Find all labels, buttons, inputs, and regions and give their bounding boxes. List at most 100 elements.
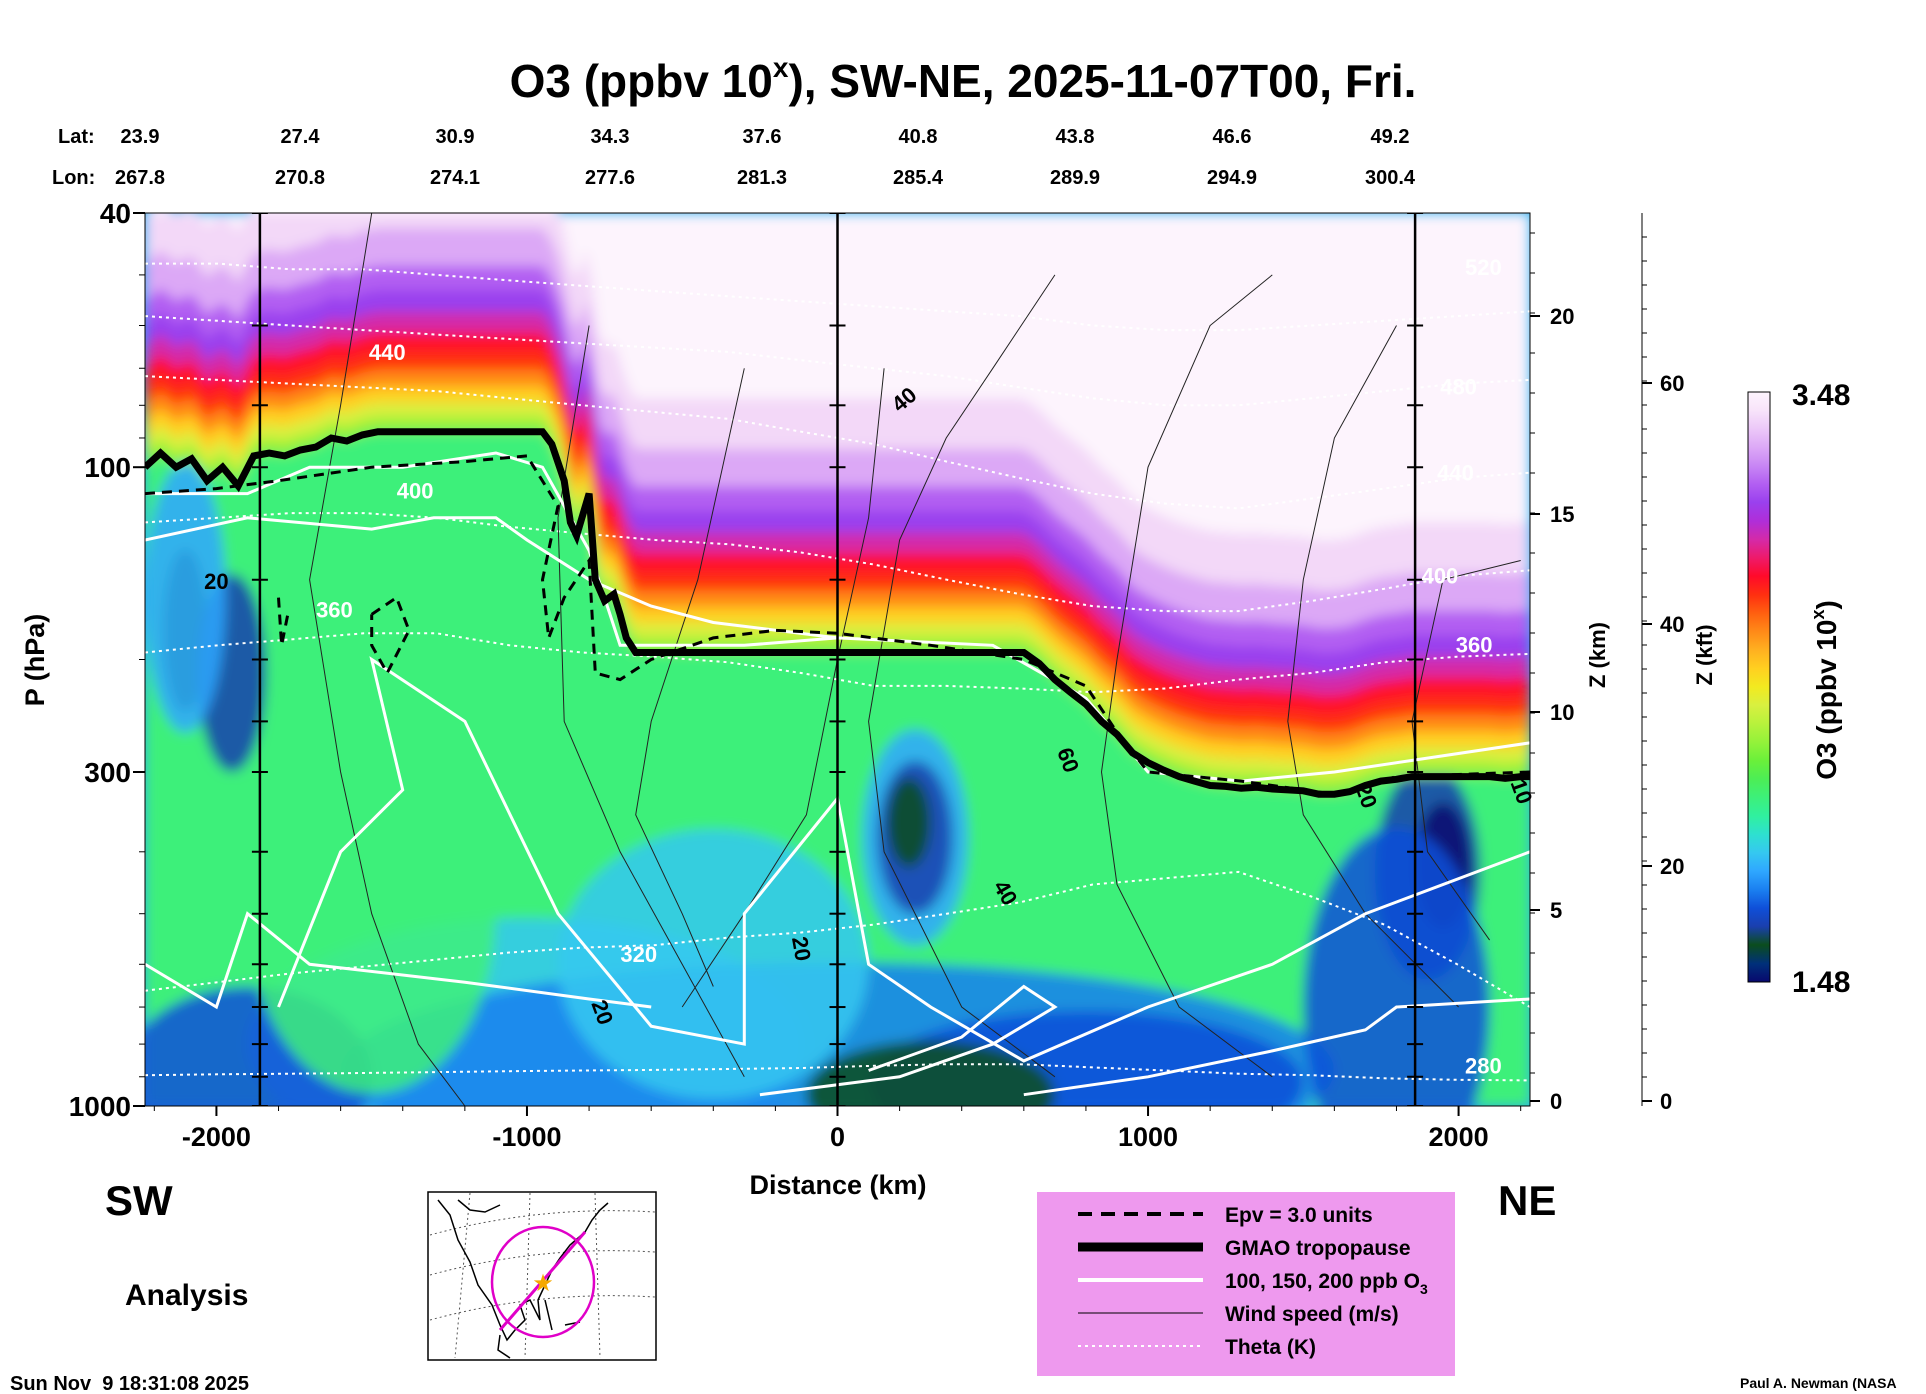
lon-value: 270.8 bbox=[275, 167, 325, 189]
pressure-axis: 40 100 300 1000 bbox=[69, 198, 145, 1122]
plot-area bbox=[145, 213, 1530, 1106]
p-tick-label: 1000 bbox=[69, 1091, 131, 1122]
theta-line bbox=[145, 632, 1530, 694]
x-axis-label: Distance (km) bbox=[749, 1170, 926, 1200]
wind-line bbox=[635, 368, 745, 987]
lat-value: 37.6 bbox=[743, 126, 782, 148]
sw-label: SW bbox=[105, 1177, 173, 1224]
ozone-ppb-line bbox=[145, 516, 838, 640]
distance-axis: -2000 -1000 0 1000 2000 bbox=[153, 1106, 1522, 1152]
ozone-ppb-line bbox=[759, 984, 1058, 1097]
z-kft-tick-label: 20 bbox=[1660, 854, 1684, 879]
lat-value: 23.9 bbox=[121, 126, 160, 148]
wind-line bbox=[868, 274, 1056, 1078]
lat-row-label: Lat: bbox=[58, 126, 95, 148]
p-tick-label: 100 bbox=[84, 452, 131, 483]
lat-value: 27.4 bbox=[281, 126, 321, 148]
z-kft-tick-label: 0 bbox=[1660, 1089, 1672, 1114]
y-axis-label: P (hPa) bbox=[20, 614, 50, 707]
lon-value: 289.9 bbox=[1050, 167, 1100, 189]
z-km-tick-label: 20 bbox=[1550, 304, 1574, 329]
ozone-blob bbox=[806, 1040, 1055, 1106]
legend-label: Theta (K) bbox=[1225, 1336, 1316, 1359]
epv-line bbox=[145, 454, 1530, 796]
analysis-label: Analysis bbox=[125, 1279, 248, 1312]
ozone-ppb-contours bbox=[145, 451, 1530, 1097]
lon-value: 267.8 bbox=[115, 167, 165, 189]
z-kft-axis: 60 40 20 0 bbox=[1641, 213, 1684, 1114]
epv-line bbox=[370, 595, 411, 677]
z-km-tick-label: 5 bbox=[1550, 898, 1562, 923]
ozone-blob bbox=[887, 777, 931, 868]
x-tick-label: -2000 bbox=[182, 1122, 251, 1152]
inset-map-star-icon: ★ bbox=[532, 1270, 554, 1297]
lon-value: 294.9 bbox=[1207, 167, 1257, 189]
legend-label: 100, 150, 200 ppb O3 bbox=[1225, 1270, 1428, 1297]
z-km-tick-label: 10 bbox=[1550, 700, 1574, 725]
lon-value: 285.4 bbox=[893, 167, 944, 189]
lat-value: 34.3 bbox=[591, 126, 630, 148]
inset-map-coastline bbox=[437, 1199, 609, 1359]
z-kft-tick-label: 60 bbox=[1660, 371, 1684, 396]
colorbar-title: O3 (ppbv 10x) bbox=[1808, 600, 1842, 780]
lon-row-label: Lon: bbox=[52, 167, 95, 189]
lat-lon-ticks: 23.9 27.4 30.9 34.3 37.6 40.8 43.8 46.6 49.2 267.… bbox=[115, 126, 1416, 189]
ozone-blob bbox=[558, 829, 869, 1100]
lat-value: 40.8 bbox=[899, 126, 938, 148]
legend-label-subscript: 3 bbox=[1420, 1281, 1428, 1297]
ozone-blob bbox=[1303, 827, 1490, 1106]
ozone-ppb-line bbox=[145, 451, 1530, 783]
x-tick-label: 1000 bbox=[1118, 1122, 1178, 1152]
theta-label: 440 bbox=[369, 340, 406, 365]
lat-value: 46.6 bbox=[1213, 126, 1252, 148]
z-km-tick-label: 15 bbox=[1550, 502, 1574, 527]
theta-label: 280 bbox=[1465, 1054, 1502, 1079]
z-km-axis: 20 15 10 5 0 bbox=[1529, 213, 1574, 1114]
lon-value: 277.6 bbox=[585, 167, 635, 189]
section-vertical-lines bbox=[251, 213, 1424, 1106]
colorbar-min-label: 1.48 bbox=[1792, 966, 1850, 999]
theta-label: 320 bbox=[620, 942, 657, 967]
colorbar: 3.48 1.48 O3 (ppbv 10x) bbox=[1747, 379, 1850, 999]
ne-label: NE bbox=[1498, 1177, 1556, 1224]
legend-label: GMAO tropopause bbox=[1225, 1237, 1411, 1260]
theta-label: 400 bbox=[397, 479, 434, 504]
p-tick-label: 40 bbox=[100, 198, 131, 229]
inset-map-range-circle bbox=[490, 1225, 596, 1339]
epv-contours bbox=[145, 454, 1530, 796]
colorbar-bar bbox=[1747, 391, 1771, 983]
wind-line bbox=[1100, 274, 1273, 1078]
legend-label: Wind speed (m/s) bbox=[1225, 1303, 1399, 1326]
colorbar-max-label: 3.48 bbox=[1792, 379, 1850, 412]
legend: Epv = 3.0 units GMAO tropopause 100, 150, … bbox=[1037, 1192, 1455, 1376]
lon-value: 274.1 bbox=[430, 167, 480, 189]
theta-label: 360 bbox=[316, 598, 353, 623]
wind-speed-label: 20 bbox=[787, 935, 816, 963]
legend-label: Epv = 3.0 units bbox=[1225, 1204, 1373, 1227]
theta-label: 440 bbox=[1437, 461, 1474, 486]
p-tick-label: 300 bbox=[84, 757, 131, 788]
z-km-tick-label: 0 bbox=[1550, 1089, 1562, 1114]
ozone-blob bbox=[145, 462, 226, 733]
wind-speed-label: 20 bbox=[204, 569, 228, 594]
theta-label: 360 bbox=[1456, 632, 1493, 657]
z-km-label: Z (km) bbox=[1585, 622, 1610, 688]
lon-value: 281.3 bbox=[737, 167, 787, 189]
theta-label: 400 bbox=[1422, 563, 1459, 588]
ozone-ppb-line bbox=[1023, 997, 1530, 1097]
inset-map: ★ bbox=[427, 1191, 657, 1361]
theta-label: 480 bbox=[1440, 375, 1477, 400]
x-tick-label: 0 bbox=[830, 1122, 845, 1152]
theta-label: 520 bbox=[1465, 255, 1502, 280]
x-tick-label: 2000 bbox=[1429, 1122, 1489, 1152]
ozone-ppb-line bbox=[145, 911, 652, 1010]
lat-value: 30.9 bbox=[436, 126, 475, 148]
chart-title: O3 (ppbv 10x), SW-NE, 2025-11-07T00, Fri… bbox=[510, 52, 1417, 107]
lat-value: 43.8 bbox=[1056, 126, 1095, 148]
z-kft-tick-label: 40 bbox=[1660, 612, 1684, 637]
inset-map-section-line bbox=[498, 1231, 587, 1331]
inset-map-frame bbox=[427, 1191, 657, 1361]
wind-line bbox=[681, 368, 885, 1008]
z-kft-label: Z (kft) bbox=[1692, 624, 1717, 685]
